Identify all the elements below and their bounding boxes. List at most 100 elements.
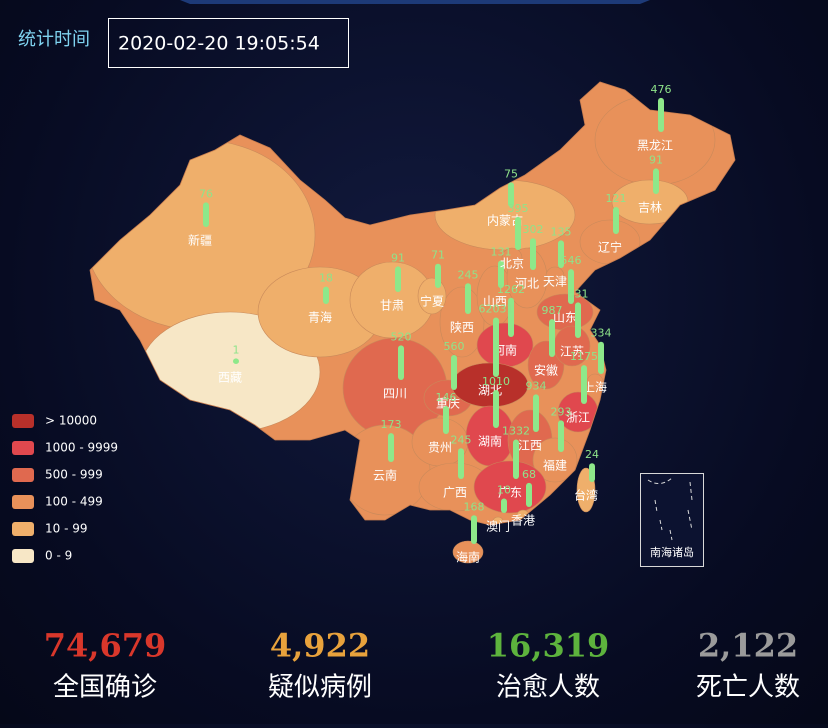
region-layer [90,94,716,525]
value-bar [530,238,536,270]
value-bar [203,202,209,227]
stat-value: 16,319 [487,627,609,665]
value-bar [558,420,564,452]
country-outline [89,81,736,526]
value-label: 24 [585,448,599,461]
value-label: 476 [651,83,672,96]
province-region [545,266,565,286]
value-bar [533,394,539,432]
province-name: 江西 [518,439,542,453]
time-value: 2020-02-20 19:05:54 [118,33,320,55]
stat-label: 治愈人数 [496,673,600,703]
value-bar [508,297,514,337]
value-label: 76 [199,187,213,200]
value-bar [388,433,394,462]
value-label: 245 [451,433,472,446]
legend-label: 500 - 999 [45,468,103,482]
value-bar [589,463,595,482]
province-name: 内蒙古 [487,213,523,228]
province-name: 新疆 [188,233,212,248]
province-name: 北京 [500,257,524,271]
value-label: 560 [444,340,465,353]
province-name: 天津 [543,275,567,289]
value-bar [558,240,564,268]
value-label: 62031 [479,302,514,315]
province-name: 湖南 [478,434,502,449]
province-name: 西藏 [218,371,242,385]
province-name: 浙江 [566,411,590,425]
value-bar [443,405,449,434]
value-label: 520 [391,330,412,343]
value-bar [493,317,499,377]
value-label: 135 [551,225,572,238]
province-name: 江苏 [560,345,584,359]
inset-label: 南海诸岛 [650,545,694,559]
province-region [501,247,523,269]
value-label: 10 [497,484,511,497]
province-name: 澳门 [486,519,510,534]
value-bar [323,286,329,304]
stat-label: 疑似病例 [268,673,372,703]
value-bar [613,206,619,234]
province-name: 山东 [553,311,577,325]
value-label: 75 [504,167,518,180]
stat-value: 2,122 [698,627,798,665]
province-name: 陕西 [450,320,474,335]
value-label: 71 [431,249,445,262]
value-bar [568,269,574,304]
value-label: 546 [561,254,582,267]
value-bar [575,302,581,338]
province-name: 黑龙江 [637,139,673,153]
province-name: 贵州 [428,441,452,455]
time-box [108,18,349,68]
value-bar [515,216,521,250]
value-label: 334 [591,327,612,340]
legend-swatch [12,414,34,428]
stat-value: 4,922 [270,627,370,665]
value-label: 245 [458,268,479,281]
value-label: 121 [606,192,627,205]
province-name: 四川 [383,387,407,401]
inset-box [640,473,704,567]
stat-value: 74,679 [44,627,166,665]
value-bar [435,263,441,288]
value-bar [395,266,401,292]
value-bar [549,319,555,357]
legend-label: 1000 - 9999 [45,441,118,455]
province-name: 山西 [483,295,507,309]
value-label: 1262 [497,283,525,296]
value-label: 18 [319,272,333,285]
value-label: 173 [381,418,402,431]
value-bar [493,389,499,428]
label-layer: 76 新疆 1 西藏 18 青海 75 内蒙古 520 四川 91 甘肃 476 黑龙江 173 云南 91 吉林… [188,83,673,565]
province-name: 河北 [515,277,539,291]
value-label: 91 [391,251,405,264]
legend-swatch [12,549,34,563]
legend-swatch [12,522,34,536]
stat-label: 死亡人数 [696,673,800,703]
legend-swatch [12,495,34,509]
province-region [532,437,578,483]
province-name: 宁夏 [420,294,444,309]
value-bar [471,515,477,544]
province-name: 台湾 [574,488,598,503]
legend-label: 0 - 9 [45,549,72,563]
time-label: 统计时间 [18,29,90,50]
province-name: 安徽 [534,363,558,378]
value-label: 68 [522,468,536,481]
legend-swatch [12,441,34,455]
province-name: 云南 [373,468,397,483]
value-label: 631 [568,287,589,300]
top-decoration [180,0,650,4]
value-bar [581,365,587,404]
value-label: 91 [649,153,663,166]
province-region [439,286,485,358]
value-bar [398,345,404,380]
value-label: 1 [233,343,240,356]
legend-swatch [12,468,34,482]
value-bar [458,448,464,479]
value-bar [451,355,457,390]
value-label: 1332 [502,425,530,438]
